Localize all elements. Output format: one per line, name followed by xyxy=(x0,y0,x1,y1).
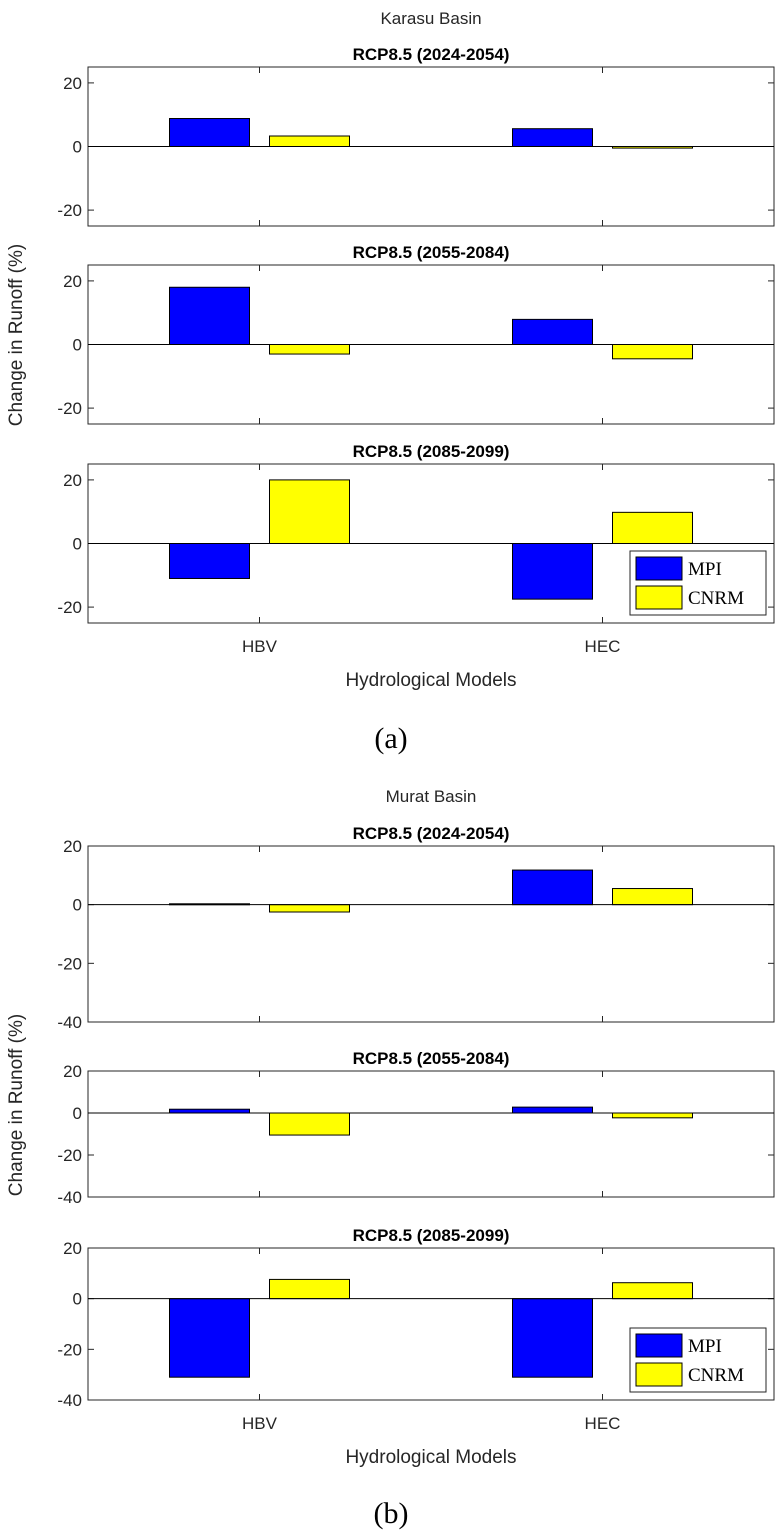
bar-cnrm-hec xyxy=(612,888,693,906)
subplot-title: RCP8.5 (2024-2054) xyxy=(353,45,510,64)
y-tick-label: -20 xyxy=(57,1340,82,1359)
bar-mpi-hec xyxy=(512,128,593,148)
x-tick-label: HBV xyxy=(242,1414,278,1433)
legend-entry-cnrm: CNRM xyxy=(688,1365,744,1386)
bar-cnrm-hec xyxy=(612,344,693,360)
y-tick-label: -20 xyxy=(57,954,82,973)
axes-box xyxy=(87,845,775,1023)
legend-entry-mpi: MPI xyxy=(688,559,722,580)
y-tick-label: -20 xyxy=(57,399,82,418)
subplot-3: RCP8.5 (2085-2099) -20 0 20 MPI CNRM xyxy=(57,442,775,624)
y-tick-label: 20 xyxy=(63,74,82,93)
panel-label: (b) xyxy=(374,1497,409,1530)
legend-entry-mpi: MPI xyxy=(688,1336,722,1357)
y-tick-label: 0 xyxy=(73,535,82,554)
y-tick-label: 20 xyxy=(63,1062,82,1081)
y-tick-label: 20 xyxy=(63,837,82,856)
y-tick-label: 20 xyxy=(63,272,82,291)
y-tick-label: 0 xyxy=(73,336,82,355)
bar-cnrm-hec xyxy=(612,1112,693,1119)
chart-suptitle: Karasu Basin xyxy=(380,9,481,28)
bar-mpi-hbv xyxy=(169,118,250,147)
y-tick-label: 0 xyxy=(73,1290,82,1309)
y-tick-label: -40 xyxy=(57,1013,82,1032)
bar-mpi-hbv xyxy=(169,1298,250,1378)
bar-mpi-hec xyxy=(512,869,593,906)
bar-mpi-hbv xyxy=(169,286,250,346)
x-tick-label: HBV xyxy=(242,637,278,656)
bar-cnrm-hbv xyxy=(269,135,350,147)
legend-entry-cnrm: CNRM xyxy=(688,588,744,609)
subplot-title: RCP8.5 (2024-2054) xyxy=(353,824,510,843)
subplot-title: RCP8.5 (2085-2099) xyxy=(353,442,510,461)
subplot-3: RCP8.5 (2085-2099) -40 -20 0 20 MPI CNRM xyxy=(57,1226,775,1410)
bar-mpi-hbv xyxy=(169,1108,250,1114)
x-tick-label: HEC xyxy=(585,1414,621,1433)
y-tick-label: -20 xyxy=(57,598,82,617)
bar-mpi-hbv xyxy=(169,543,250,579)
y-axis-label: Change in Runoff (%) xyxy=(6,1014,27,1196)
subplot-2: RCP8.5 (2055-2084) -20 0 20 xyxy=(57,243,775,425)
subplot-title: RCP8.5 (2055-2084) xyxy=(353,243,510,262)
bar-cnrm-hbv xyxy=(269,1112,350,1136)
y-tick-label: 20 xyxy=(63,1239,82,1258)
x-axis-label: Hydrological Models xyxy=(345,670,516,691)
panel-label: (a) xyxy=(374,722,407,755)
y-tick-label: 0 xyxy=(73,896,82,915)
subplot-title: RCP8.5 (2085-2099) xyxy=(353,1226,510,1245)
bar-mpi-hec xyxy=(512,543,593,600)
x-tick-label: HEC xyxy=(585,637,621,656)
x-axis-label: Hydrological Models xyxy=(345,1447,516,1468)
legend: MPI CNRM xyxy=(629,550,767,616)
y-tick-label: -20 xyxy=(57,201,82,220)
y-tick-label: 20 xyxy=(63,471,82,490)
y-tick-label: -20 xyxy=(57,1146,82,1165)
legend-swatch-cnrm xyxy=(635,585,683,610)
y-axis-label: Change in Runoff (%) xyxy=(6,244,27,426)
subplot-title: RCP8.5 (2055-2084) xyxy=(353,1049,510,1068)
bar-mpi-hec xyxy=(512,1106,593,1114)
legend-swatch-mpi xyxy=(635,556,683,581)
chart-suptitle: Murat Basin xyxy=(386,787,477,806)
bar-cnrm-hbv xyxy=(269,344,350,355)
y-tick-label: 0 xyxy=(73,1104,82,1123)
bar-cnrm-hbv xyxy=(269,1278,350,1300)
bar-cnrm-hec xyxy=(612,1282,693,1300)
bar-mpi-hec xyxy=(512,318,593,345)
legend-swatch-mpi xyxy=(635,1333,683,1358)
bar-mpi-hec xyxy=(512,1298,593,1378)
subplot-1: RCP8.5 (2024-2054) -40 -20 0 20 xyxy=(57,824,775,1032)
y-tick-label: 0 xyxy=(73,138,82,157)
bar-cnrm-hbv xyxy=(269,479,350,544)
subplot-2: RCP8.5 (2055-2084) -40 -20 0 20 xyxy=(57,1049,775,1207)
legend: MPI CNRM xyxy=(629,1327,767,1393)
y-tick-label: -40 xyxy=(57,1188,82,1207)
subplot-1: RCP8.5 (2024-2054) -20 0 20 xyxy=(57,45,775,227)
y-tick-label: -40 xyxy=(57,1391,82,1410)
axes-box xyxy=(87,1070,775,1198)
bar-cnrm-hbv xyxy=(269,904,350,913)
legend-swatch-cnrm xyxy=(635,1362,683,1387)
bar-cnrm-hec xyxy=(612,511,693,544)
